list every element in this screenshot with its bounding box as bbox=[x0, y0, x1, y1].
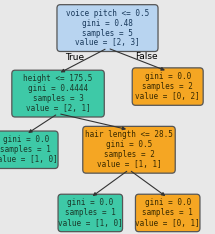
Text: gini = 0.0: gini = 0.0 bbox=[144, 72, 191, 81]
Text: gini = 0.0: gini = 0.0 bbox=[67, 198, 114, 207]
Text: gini = 0.5: gini = 0.5 bbox=[106, 140, 152, 149]
FancyBboxPatch shape bbox=[12, 70, 104, 117]
FancyBboxPatch shape bbox=[58, 194, 123, 232]
Text: True: True bbox=[65, 53, 84, 62]
Text: samples = 3: samples = 3 bbox=[33, 94, 83, 103]
Text: samples = 1: samples = 1 bbox=[0, 145, 51, 154]
Text: value = [1, 0]: value = [1, 0] bbox=[0, 155, 58, 165]
Text: samples = 2: samples = 2 bbox=[142, 82, 193, 91]
Text: gini = 0.4444: gini = 0.4444 bbox=[28, 84, 88, 93]
Text: samples = 1: samples = 1 bbox=[142, 208, 193, 217]
Text: value = [2, 1]: value = [2, 1] bbox=[26, 104, 91, 113]
Text: False: False bbox=[135, 52, 157, 61]
Text: value = [2, 3]: value = [2, 3] bbox=[75, 39, 140, 48]
Text: value = [1, 0]: value = [1, 0] bbox=[58, 219, 123, 228]
Text: gini = 0.0: gini = 0.0 bbox=[144, 198, 191, 207]
Text: gini = 0.0: gini = 0.0 bbox=[3, 135, 49, 144]
FancyBboxPatch shape bbox=[83, 126, 175, 173]
FancyBboxPatch shape bbox=[132, 68, 203, 105]
Text: value = [0, 2]: value = [0, 2] bbox=[135, 92, 200, 101]
Text: samples = 1: samples = 1 bbox=[65, 208, 116, 217]
FancyBboxPatch shape bbox=[57, 5, 158, 51]
Text: gini = 0.48: gini = 0.48 bbox=[82, 19, 133, 28]
Text: hair length <= 28.5: hair length <= 28.5 bbox=[85, 130, 173, 139]
Text: samples = 2: samples = 2 bbox=[104, 150, 154, 159]
FancyBboxPatch shape bbox=[135, 194, 200, 232]
Text: samples = 5: samples = 5 bbox=[82, 29, 133, 37]
FancyBboxPatch shape bbox=[0, 131, 58, 168]
Text: value = [1, 1]: value = [1, 1] bbox=[97, 160, 161, 169]
Text: height <= 175.5: height <= 175.5 bbox=[23, 74, 93, 83]
Text: voice pitch <= 0.5: voice pitch <= 0.5 bbox=[66, 9, 149, 18]
Text: value = [0, 1]: value = [0, 1] bbox=[135, 219, 200, 228]
